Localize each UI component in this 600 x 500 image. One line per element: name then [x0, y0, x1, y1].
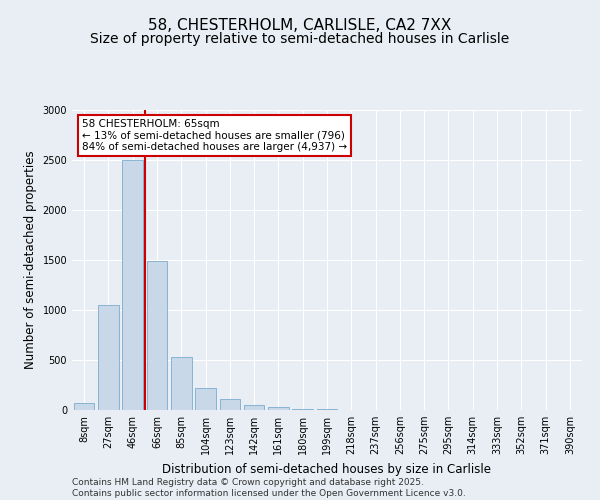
Bar [220, 399, 240, 410]
Bar [317, 409, 337, 410]
Text: Size of property relative to semi-detached houses in Carlisle: Size of property relative to semi-detach… [91, 32, 509, 46]
Bar [244, 404, 265, 410]
Text: Contains HM Land Registry data © Crown copyright and database right 2025.
Contai: Contains HM Land Registry data © Crown c… [72, 478, 466, 498]
Text: 58, CHESTERHOLM, CARLISLE, CA2 7XX: 58, CHESTERHOLM, CARLISLE, CA2 7XX [148, 18, 452, 32]
Bar [268, 406, 289, 410]
X-axis label: Distribution of semi-detached houses by size in Carlisle: Distribution of semi-detached houses by … [163, 462, 491, 475]
Bar [171, 357, 191, 410]
Bar [292, 409, 313, 410]
Bar [122, 160, 143, 410]
Bar [98, 305, 119, 410]
Bar [146, 261, 167, 410]
Y-axis label: Number of semi-detached properties: Number of semi-detached properties [24, 150, 37, 370]
Bar [74, 402, 94, 410]
Bar [195, 388, 216, 410]
Text: 58 CHESTERHOLM: 65sqm
← 13% of semi-detached houses are smaller (796)
84% of sem: 58 CHESTERHOLM: 65sqm ← 13% of semi-deta… [82, 119, 347, 152]
